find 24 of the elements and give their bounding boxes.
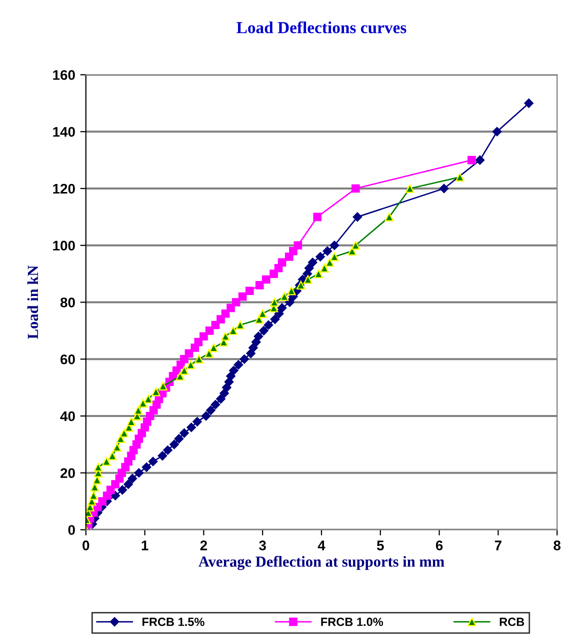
y-tick-label: 120: [53, 184, 75, 194]
y-tick-label: 20: [60, 468, 75, 478]
y-tick-label: 160: [53, 70, 75, 80]
x-tick-label: 8: [554, 540, 561, 550]
legend-label: FRCB 1.0%: [321, 618, 384, 626]
x-tick-label: 2: [200, 540, 207, 550]
x-tick-label: 3: [259, 540, 266, 550]
legend-label: RCB: [500, 618, 524, 626]
x-tick-label: 1: [142, 540, 148, 550]
x-tick-label: 6: [436, 540, 443, 550]
y-tick-label: 80: [60, 298, 75, 308]
y-tick-label: 40: [60, 411, 75, 422]
x-tick-label: 4: [318, 540, 326, 550]
legend-label: FRCB 1.5%: [142, 618, 204, 626]
y-tick-label: 100: [53, 240, 75, 251]
y-tick-label: 140: [53, 126, 75, 137]
chart-title: Load Deflections curves: [236, 21, 406, 34]
x-tick-label: 5: [376, 540, 384, 550]
y-tick-label: 0: [68, 525, 75, 535]
y-tick-label: 60: [60, 354, 75, 364]
x-tick-label: 7: [494, 540, 502, 550]
x-axis-title: Average Deflection at supports in mm: [198, 556, 444, 570]
y-axis-title: Load in kN: [27, 266, 38, 339]
x-tick-label: 0: [82, 540, 90, 550]
